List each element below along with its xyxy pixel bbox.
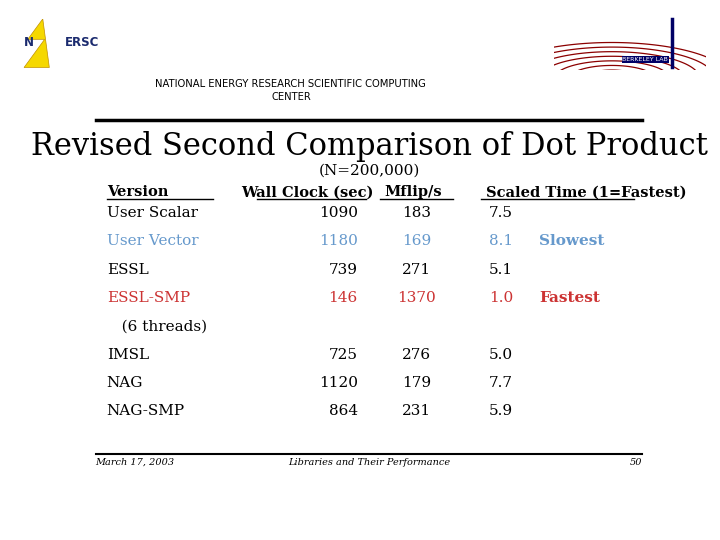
Text: 50: 50 — [630, 458, 642, 467]
Text: 271: 271 — [402, 263, 431, 276]
Text: 725: 725 — [329, 348, 358, 362]
Text: ERSC: ERSC — [66, 36, 99, 49]
Text: 864: 864 — [329, 404, 358, 418]
Text: IMSL: IMSL — [107, 348, 149, 362]
Text: User Scalar: User Scalar — [107, 206, 198, 220]
Text: N: N — [24, 36, 34, 49]
Text: 5.1: 5.1 — [489, 263, 513, 276]
Text: ESSL-SMP: ESSL-SMP — [107, 291, 190, 305]
Text: Slowest: Slowest — [539, 234, 605, 248]
Text: Version: Version — [107, 185, 168, 199]
Text: 1090: 1090 — [319, 206, 358, 220]
Text: 7.7: 7.7 — [489, 376, 513, 390]
Text: (N=200,000): (N=200,000) — [318, 164, 420, 178]
Text: BERKELEY LAB: BERKELEY LAB — [622, 57, 668, 62]
Text: 183: 183 — [402, 206, 431, 220]
Text: 8.1: 8.1 — [489, 234, 513, 248]
Text: Mflip/s: Mflip/s — [384, 185, 443, 199]
Text: 1.0: 1.0 — [489, 291, 513, 305]
Text: Libraries and Their Performance: Libraries and Their Performance — [288, 458, 450, 467]
Text: ESSL: ESSL — [107, 263, 148, 276]
Text: Wall Clock (sec): Wall Clock (sec) — [241, 185, 374, 199]
Text: User Vector: User Vector — [107, 234, 199, 248]
Text: 7.5: 7.5 — [489, 206, 513, 220]
Text: Fastest: Fastest — [539, 291, 600, 305]
Text: Revised Second Comparison of Dot Product: Revised Second Comparison of Dot Product — [30, 131, 708, 163]
Text: 231: 231 — [402, 404, 431, 418]
Text: 739: 739 — [329, 263, 358, 276]
Text: NATIONAL ENERGY RESEARCH SCIENTIFIC COMPUTING: NATIONAL ENERGY RESEARCH SCIENTIFIC COMP… — [156, 79, 426, 89]
Text: 179: 179 — [402, 376, 431, 390]
Text: Scaled Time (1=Fastest): Scaled Time (1=Fastest) — [486, 185, 687, 199]
Text: 276: 276 — [402, 348, 431, 362]
Text: 5.0: 5.0 — [489, 348, 513, 362]
Text: (6 threads): (6 threads) — [107, 319, 207, 333]
Text: March 17, 2003: March 17, 2003 — [96, 458, 175, 467]
Text: 1120: 1120 — [319, 376, 358, 390]
Text: 5.9: 5.9 — [489, 404, 513, 418]
Text: CENTER: CENTER — [271, 92, 311, 102]
Text: NAG-SMP: NAG-SMP — [107, 404, 185, 418]
Text: 1180: 1180 — [319, 234, 358, 248]
Text: 169: 169 — [402, 234, 431, 248]
Text: 146: 146 — [328, 291, 358, 305]
Polygon shape — [24, 19, 50, 68]
Text: NAG: NAG — [107, 376, 143, 390]
Text: 1370: 1370 — [397, 291, 436, 305]
